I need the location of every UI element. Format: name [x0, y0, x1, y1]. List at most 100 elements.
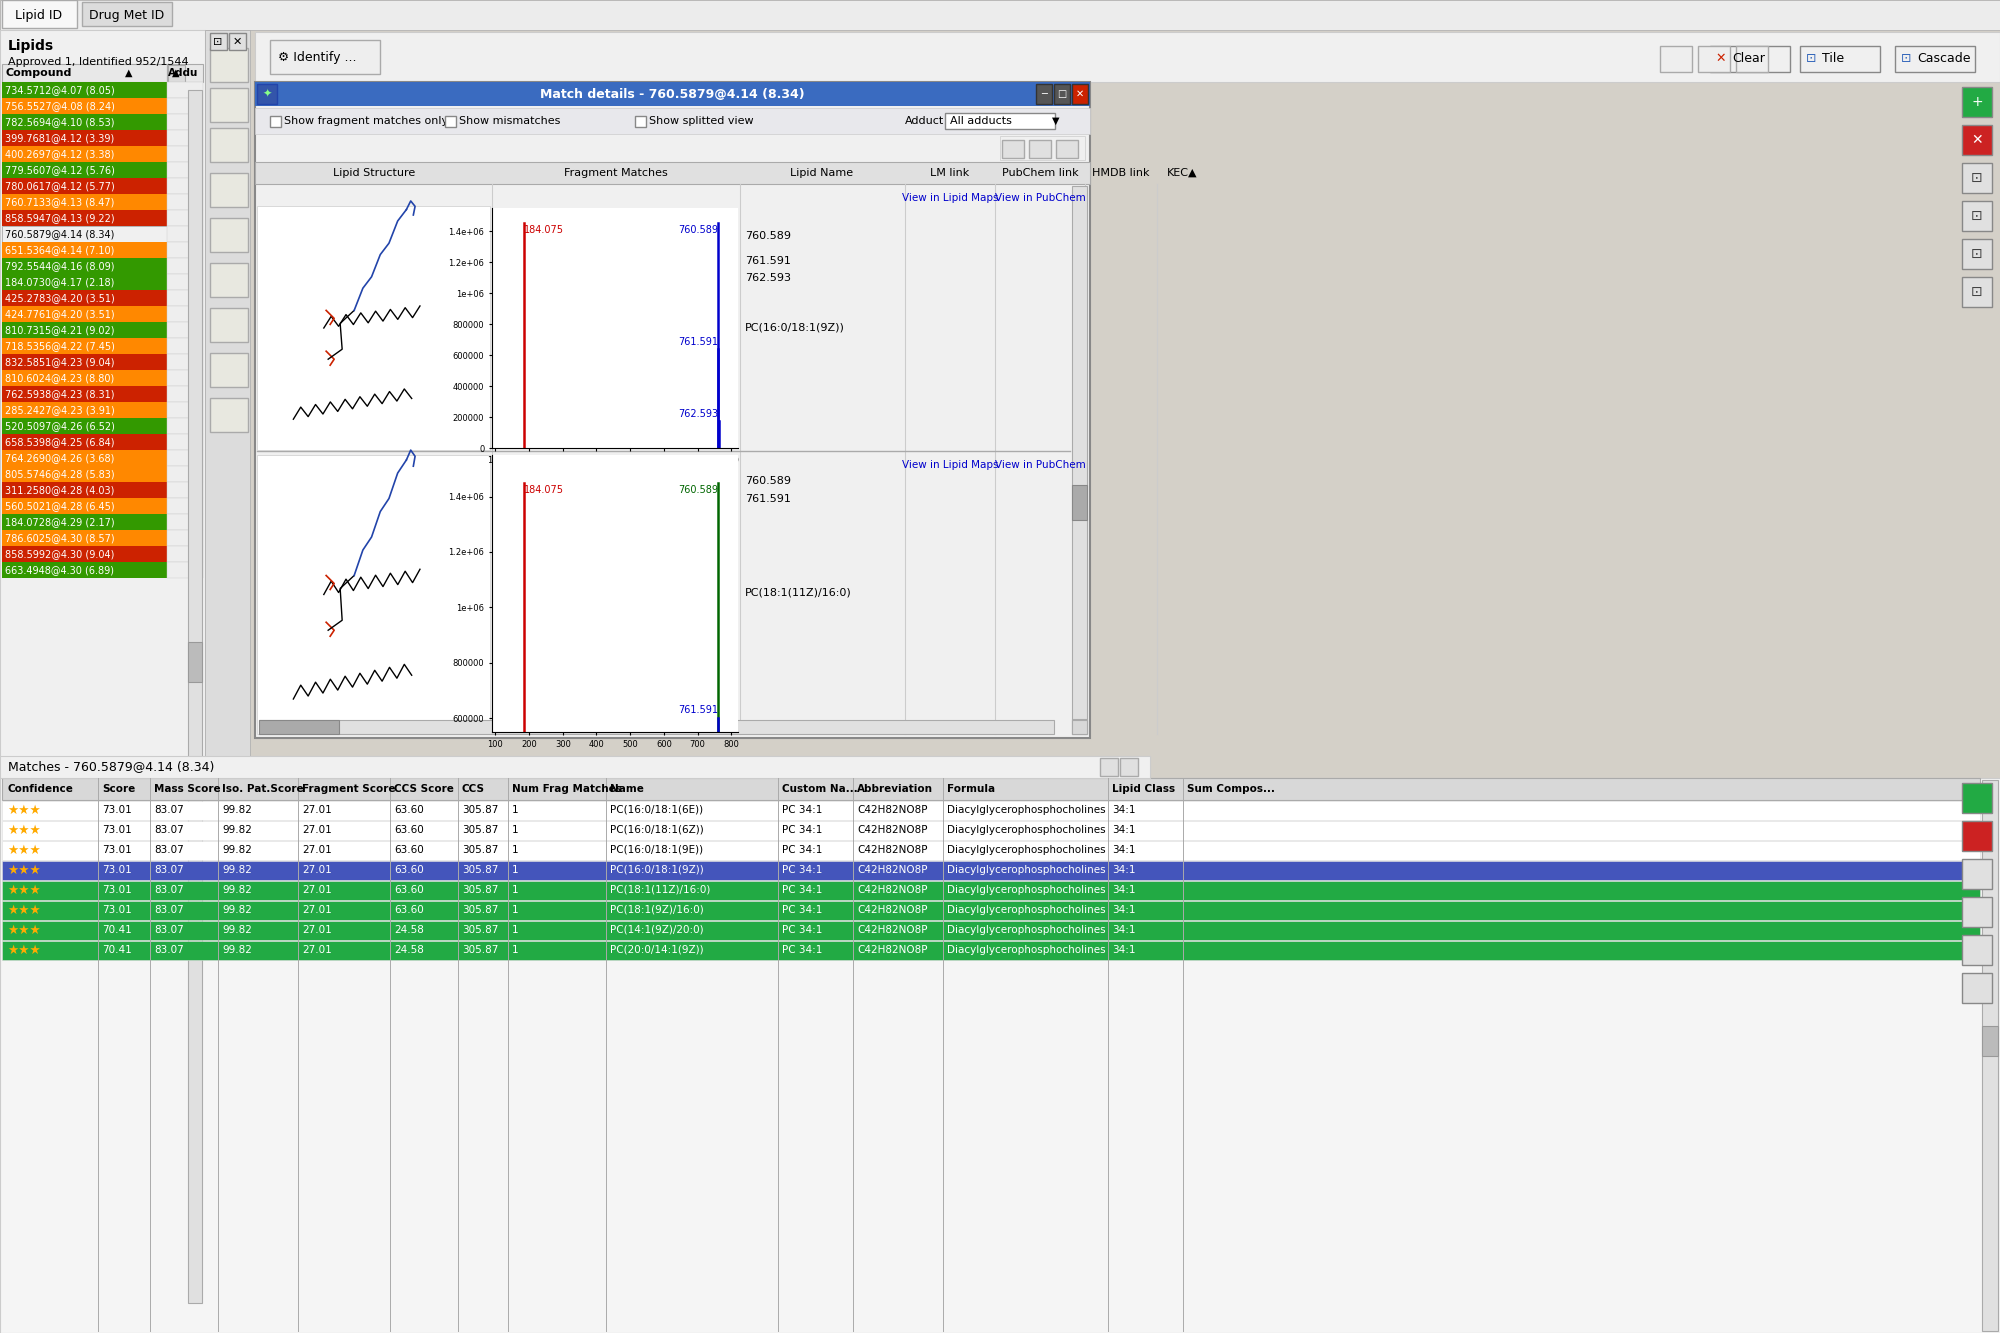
Text: ⊡: ⊡: [1972, 247, 1982, 261]
Bar: [256, 84, 276, 104]
Text: 27.01: 27.01: [302, 905, 332, 914]
Text: 305.87: 305.87: [462, 845, 498, 854]
Text: 560.5021@4.28 (6.45): 560.5021@4.28 (6.45): [4, 501, 114, 511]
Bar: [1002, 140, 1024, 159]
Bar: [168, 499, 204, 515]
Bar: [168, 515, 204, 531]
Text: Diacylglycerophosphocholines: Diacylglycerophosphocholines: [948, 845, 1106, 854]
Bar: [1660, 47, 1692, 72]
Text: Custom Na...: Custom Na...: [782, 784, 858, 794]
Bar: [2, 841, 1980, 860]
Bar: [2, 259, 168, 275]
Text: Lipids: Lipids: [8, 39, 54, 53]
Bar: [1896, 47, 1976, 72]
Text: 805.5746@4.28 (5.83): 805.5746@4.28 (5.83): [4, 469, 114, 479]
Text: HMDB link: HMDB link: [1092, 168, 1150, 179]
Text: 34:1: 34:1: [1112, 825, 1136, 834]
Bar: [210, 263, 248, 297]
Bar: [168, 147, 204, 163]
Text: Diacylglycerophosphocholines: Diacylglycerophosphocholines: [948, 945, 1106, 954]
Text: 83.07: 83.07: [154, 945, 184, 954]
Bar: [1698, 47, 1730, 72]
Bar: [168, 323, 204, 339]
Text: 83.07: 83.07: [154, 845, 184, 854]
Bar: [188, 643, 202, 682]
Bar: [1962, 858, 1992, 889]
Bar: [1982, 780, 1998, 1330]
Text: Formula: Formula: [948, 784, 996, 794]
Bar: [1056, 140, 1078, 159]
Text: Show fragment matches only: Show fragment matches only: [284, 116, 448, 127]
Bar: [2, 499, 168, 515]
Bar: [2, 307, 168, 323]
Bar: [168, 419, 204, 435]
Text: 305.87: 305.87: [462, 925, 498, 934]
Bar: [168, 387, 204, 403]
Bar: [168, 371, 204, 387]
Bar: [1982, 1026, 1998, 1056]
Bar: [2, 275, 168, 291]
Text: Compound: Compound: [4, 68, 72, 79]
Bar: [256, 108, 1090, 135]
Text: ⊡: ⊡: [1900, 52, 1916, 65]
Text: C42H82NO8P: C42H82NO8P: [856, 885, 928, 894]
Text: ✕: ✕: [232, 37, 242, 47]
Bar: [2, 801, 1980, 820]
Text: PC(20:0/14:1(9Z)): PC(20:0/14:1(9Z)): [610, 945, 704, 954]
Bar: [1962, 973, 1992, 1002]
Text: PC(16:0/18:1(6E)): PC(16:0/18:1(6E)): [610, 805, 704, 814]
Text: 70.41: 70.41: [102, 925, 132, 934]
Text: 1: 1: [512, 885, 518, 894]
Bar: [2, 291, 168, 307]
Bar: [168, 115, 204, 131]
Text: PC 34:1: PC 34:1: [782, 805, 822, 814]
Text: 399.7681@4.12 (3.39): 399.7681@4.12 (3.39): [4, 133, 114, 143]
Bar: [168, 467, 204, 483]
Bar: [2, 99, 168, 115]
Bar: [1962, 239, 1992, 269]
Text: 27.01: 27.01: [302, 865, 332, 874]
Bar: [256, 455, 490, 734]
Bar: [2, 227, 168, 243]
Text: CCS Score: CCS Score: [394, 784, 454, 794]
Text: Matches - 760.5879@4.14 (8.34): Matches - 760.5879@4.14 (8.34): [8, 761, 214, 773]
Text: 762.5938@4.23 (8.31): 762.5938@4.23 (8.31): [4, 389, 114, 399]
Bar: [2, 531, 168, 547]
Bar: [256, 32, 2000, 83]
Bar: [2, 563, 168, 579]
Bar: [2, 547, 168, 563]
Bar: [2, 451, 168, 467]
Text: View in PubChem: View in PubChem: [994, 460, 1086, 471]
Bar: [2, 355, 168, 371]
Bar: [1962, 821, 1992, 850]
Text: CCS: CCS: [462, 784, 484, 794]
Bar: [260, 720, 340, 734]
Text: 73.01: 73.01: [102, 865, 132, 874]
Text: 184.0730@4.17 (2.18): 184.0730@4.17 (2.18): [4, 277, 114, 287]
Text: PC(16:0/18:1(9E)): PC(16:0/18:1(9E)): [610, 845, 704, 854]
Bar: [1072, 485, 1088, 520]
Text: 63.60: 63.60: [394, 845, 424, 854]
Bar: [2, 435, 168, 451]
Bar: [2, 483, 168, 499]
Text: 734.5712@4.07 (8.05): 734.5712@4.07 (8.05): [4, 85, 114, 95]
Bar: [168, 275, 204, 291]
Bar: [2, 195, 168, 211]
Text: +: +: [1972, 95, 1982, 109]
Bar: [2, 467, 168, 483]
Text: 27.01: 27.01: [302, 885, 332, 894]
Bar: [168, 211, 204, 227]
Text: C42H82NO8P: C42H82NO8P: [856, 945, 928, 954]
Text: 760.5879@4.14 (8.34): 760.5879@4.14 (8.34): [4, 229, 114, 239]
Bar: [210, 48, 248, 83]
Text: C42H82NO8P: C42H82NO8P: [856, 825, 928, 834]
Text: 99.82: 99.82: [222, 845, 252, 854]
Bar: [270, 116, 280, 127]
Text: 1: 1: [512, 845, 518, 854]
Text: 27.01: 27.01: [302, 805, 332, 814]
Text: 792.5544@4.16 (8.09): 792.5544@4.16 (8.09): [4, 261, 114, 271]
Bar: [168, 483, 204, 499]
Bar: [206, 31, 250, 778]
Text: Diacylglycerophosphocholines: Diacylglycerophosphocholines: [948, 825, 1106, 834]
Text: 762.593: 762.593: [744, 273, 792, 283]
